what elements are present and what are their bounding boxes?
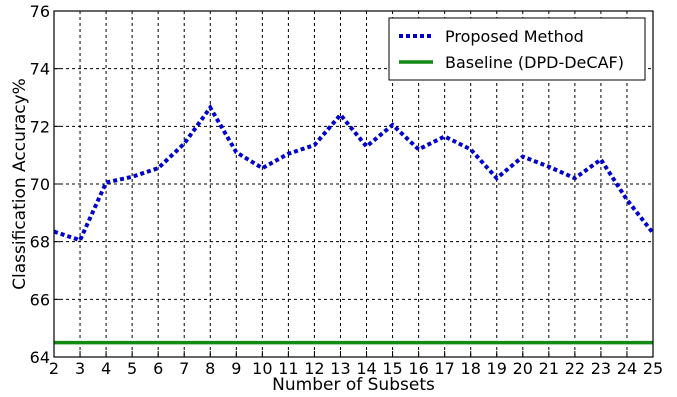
x-tick-label: 7 [179,359,189,378]
legend-label-baseline: Baseline (DPD-DeCAF) [445,53,624,72]
series-line-0 [53,103,655,243]
x-tick-label: 8 [205,359,215,378]
y-tick-label: 74 [30,60,50,79]
x-tick-label: 11 [278,359,298,378]
y-tick-label: 68 [30,233,50,252]
x-tick-label: 22 [565,359,585,378]
x-tick-label: 14 [356,359,376,378]
x-tick-label: 12 [304,359,324,378]
y-axis-label: Classification Accuracy% [10,78,30,290]
x-tick-label: 23 [591,359,611,378]
x-tick-label: 2 [49,359,59,378]
y-tick-label: 72 [30,117,50,136]
x-tick-label: 19 [487,359,507,378]
x-axis-ticks: 2 3 4 5 6 7 8 9 10 11 12 13 14 15 16 17 18 19 20 21 22 23 24 25 [49,351,663,378]
x-tick-label: 15 [382,359,402,378]
x-tick-label: 20 [513,359,533,378]
x-tick-label: 21 [539,359,559,378]
x-tick-label: 17 [434,359,454,378]
y-tick-label: 66 [30,290,50,309]
y-axis-ticks: 64 66 68 70 72 74 76 [30,2,60,367]
x-tick-label: 6 [153,359,163,378]
legend-label-proposed-method: Proposed Method [445,27,584,46]
x-tick-label: 13 [330,359,350,378]
x-tick-label: 4 [101,359,111,378]
legend: Proposed Method Baseline (DPD-DeCAF) [388,17,646,81]
x-tick-label: 9 [231,359,241,378]
y-tick-label: 70 [30,175,50,194]
x-tick-label: 16 [408,359,428,378]
x-tick-label: 5 [127,359,137,378]
y-tick-label: 76 [30,2,50,21]
x-tick-label: 3 [75,359,85,378]
x-tick-label: 10 [252,359,272,378]
x-tick-label: 18 [461,359,481,378]
x-tick-label: 24 [617,359,637,378]
x-axis-label: Number of Subsets [272,375,435,395]
series-layer [53,103,655,345]
x-tick-label: 25 [643,359,663,378]
legend-box [388,17,646,81]
y-tick-label: 64 [30,348,50,367]
